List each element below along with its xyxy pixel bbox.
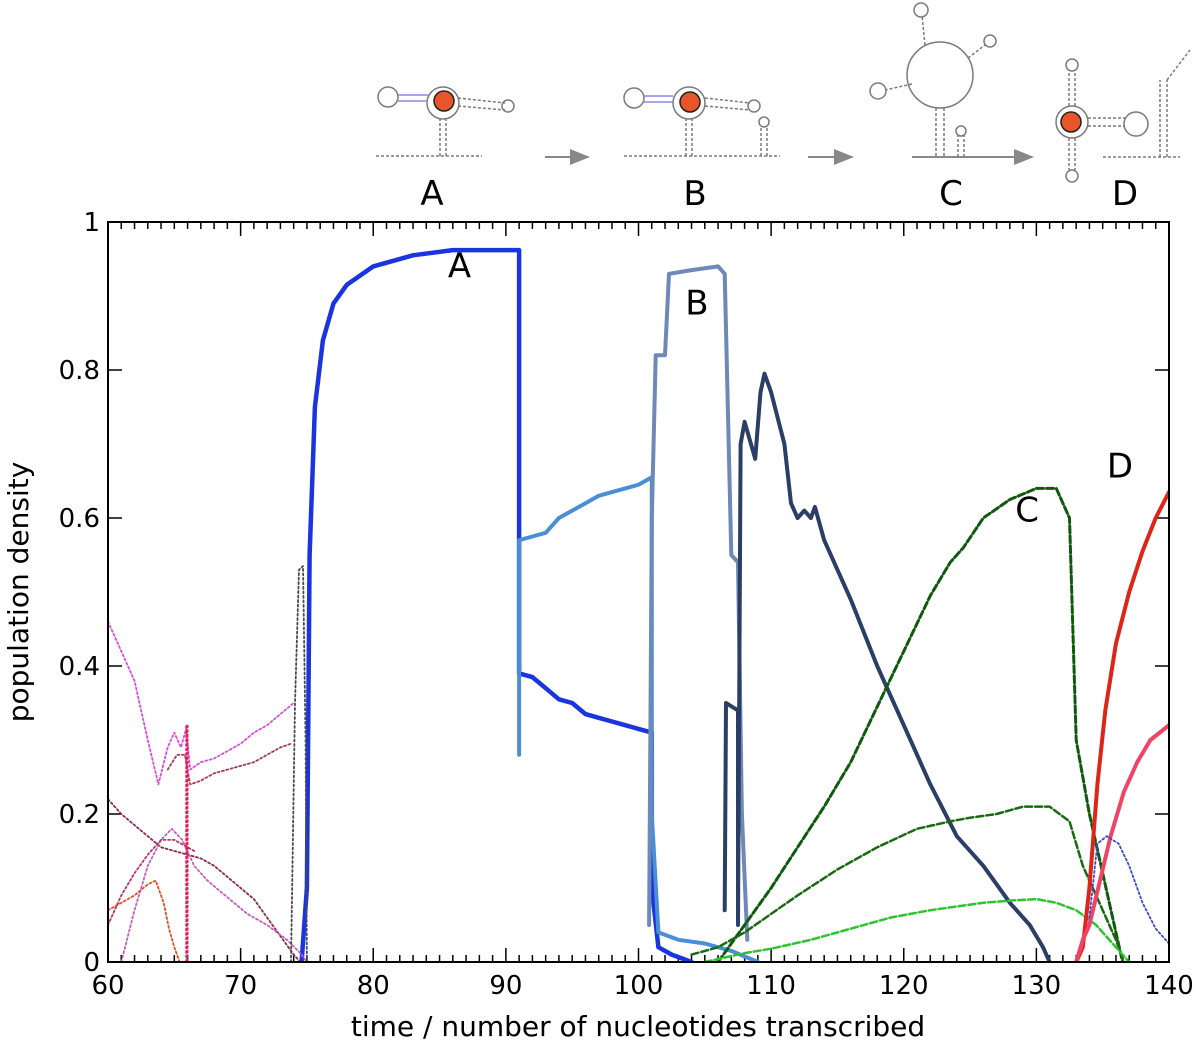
series-line-14 xyxy=(120,827,308,962)
x-tick-label: 90 xyxy=(489,971,522,1001)
series-line-9 xyxy=(1074,723,1169,962)
curve-labels: A B C D xyxy=(448,247,1133,531)
structure-d-diagram xyxy=(1055,49,1191,183)
x-axis-label: time / number of nucleotides transcribed xyxy=(351,1010,925,1043)
series-layer xyxy=(108,247,1169,962)
y-tick-label: 0.8 xyxy=(59,356,100,386)
curve-label-d: D xyxy=(1107,446,1133,486)
series-line-17 xyxy=(290,565,308,962)
structure-pictograms xyxy=(376,2,1191,183)
x-tick-label: 120 xyxy=(879,971,929,1001)
x-tick-label: 80 xyxy=(357,971,390,1001)
curve-label-a: A xyxy=(448,247,471,287)
x-tick-label: 60 xyxy=(91,971,124,1001)
structure-b-diagram xyxy=(623,86,780,157)
axis-ticks xyxy=(107,221,1170,963)
x-tick-label: 130 xyxy=(1012,971,1062,1001)
series-line-2 xyxy=(517,475,760,962)
structure-label-b: B xyxy=(683,174,706,214)
series-line-13 xyxy=(108,798,302,962)
structure-label-c: C xyxy=(939,174,963,214)
series-line-6 xyxy=(690,805,1126,962)
x-tick-label: 70 xyxy=(224,971,257,1001)
series-line-16 xyxy=(108,839,196,926)
series-line-11 xyxy=(108,620,295,786)
x-tick-label: 110 xyxy=(746,971,796,1001)
series-line-5 xyxy=(716,486,1125,962)
y-tick-label: 0 xyxy=(83,948,100,978)
x-tick-label: 140 xyxy=(1144,971,1194,1001)
series-line-12 xyxy=(166,742,292,786)
tick-labels: 60 70 80 90 100 110 120 130 140 0 0.2 0.4 0.6 0.8 1 xyxy=(59,208,1194,1001)
series-line-4 xyxy=(722,371,1052,962)
series-line-10 xyxy=(1088,835,1169,945)
curve-label-c: C xyxy=(1015,491,1039,531)
structure-a-diagram xyxy=(376,86,515,157)
series-line-3 xyxy=(647,264,750,942)
structure-label-d: D xyxy=(1112,174,1138,214)
y-tick-label: 0.4 xyxy=(59,652,100,682)
curve-label-b: B xyxy=(685,284,708,324)
series-line-15 xyxy=(108,879,181,962)
y-axis-label: population density xyxy=(2,462,35,723)
plot-frame xyxy=(107,221,1170,963)
structure-label-a: A xyxy=(420,174,443,214)
series-line-1 xyxy=(299,247,694,962)
y-tick-label: 0.2 xyxy=(59,800,100,830)
structure-c-diagram xyxy=(869,2,1034,165)
y-tick-label: 1 xyxy=(83,208,100,238)
series-line-18 xyxy=(185,724,189,962)
series-line-7 xyxy=(703,897,1131,962)
y-tick-label: 0.6 xyxy=(59,504,100,534)
series-line-8 xyxy=(1074,490,1169,962)
x-tick-label: 100 xyxy=(614,971,664,1001)
